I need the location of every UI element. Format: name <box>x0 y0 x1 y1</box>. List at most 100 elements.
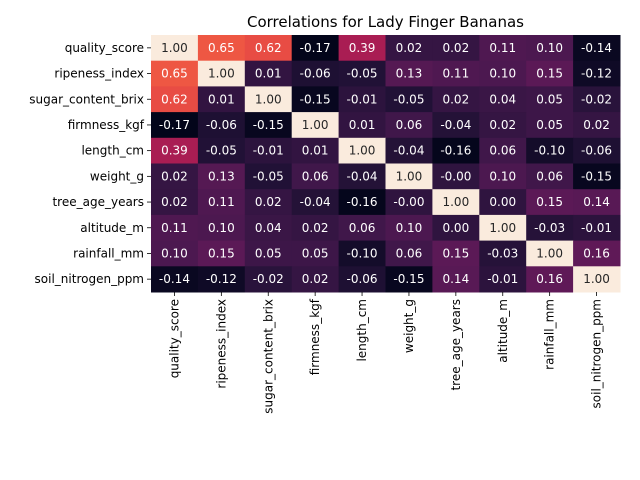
cell-value-label: 0.02 <box>161 169 188 183</box>
cell-value-label: 1.00 <box>396 169 423 183</box>
cell-value-label: 0.14 <box>442 272 469 286</box>
heatmap-cell <box>151 35 199 62</box>
cell-value-label: 0.05 <box>536 92 563 106</box>
cell-value-label: -0.02 <box>253 272 284 286</box>
heatmap-cell <box>432 137 480 164</box>
cell-value-label: -0.14 <box>159 272 190 286</box>
heatmap-cell <box>151 86 199 113</box>
heatmap-cell <box>573 60 621 87</box>
cell-value-label: 0.01 <box>255 67 282 81</box>
heatmap-cell <box>526 266 574 293</box>
heatmap-cell <box>244 214 293 242</box>
heatmap-cell <box>197 112 246 139</box>
cell-value-label: 0.11 <box>442 67 469 81</box>
cell-value-label: -0.10 <box>347 246 378 260</box>
cell-value-label: -0.15 <box>253 118 284 132</box>
heatmap-cell <box>385 112 433 139</box>
heatmap-cell <box>197 189 246 216</box>
cell-value-label: 0.06 <box>396 246 423 260</box>
y-tick-label: quality_score <box>65 41 144 55</box>
cell-value-label: -0.16 <box>347 195 378 209</box>
cell-value-label: -0.00 <box>393 195 424 209</box>
heatmap-cell <box>479 240 527 267</box>
heatmap-cell <box>244 240 293 267</box>
cell-value-label: 0.04 <box>255 221 282 235</box>
x-tick-label: quality_score <box>167 299 181 378</box>
cell-value-label: -0.16 <box>440 144 471 158</box>
heatmap-cell <box>526 86 574 113</box>
heatmap-cell <box>291 240 340 267</box>
heatmap-cell <box>479 214 527 242</box>
x-tick-label: tree_age_years <box>449 299 463 391</box>
heatmap-cell <box>432 60 480 87</box>
heatmap-cell <box>197 266 246 293</box>
heatmap-cell <box>526 60 574 87</box>
heatmap-cell <box>151 266 199 293</box>
heatmap-cell <box>432 86 480 113</box>
cell-value-label: -0.04 <box>393 144 424 158</box>
cell-value-label: 0.10 <box>161 246 188 260</box>
heatmap-cell <box>197 86 246 113</box>
y-tick-label: weight_g <box>90 169 144 183</box>
heatmap-cell <box>244 189 293 216</box>
heatmap-cell <box>151 240 199 267</box>
y-tick-label: rainfall_mm <box>73 246 144 260</box>
x-tick-label: firmness_kgf <box>308 298 322 375</box>
cell-value-label: 0.01 <box>302 144 329 158</box>
heatmap-cell <box>197 163 246 190</box>
cell-value-label: 0.14 <box>583 195 610 209</box>
heatmap-cell <box>526 137 574 164</box>
cell-value-label: 0.00 <box>489 195 516 209</box>
y-tick-label: firmness_kgf <box>68 118 145 132</box>
cell-value-label: -0.05 <box>253 169 284 183</box>
heatmap-cell <box>385 214 433 242</box>
heatmap-cell <box>151 60 199 87</box>
cell-value-label: 0.65 <box>161 67 188 81</box>
cell-value-label: 0.04 <box>489 92 516 106</box>
heatmap-cell <box>385 163 433 190</box>
heatmap-cell <box>197 240 246 267</box>
heatmap-cell <box>526 163 574 190</box>
heatmap-cell <box>573 112 621 139</box>
cell-value-label: 0.16 <box>536 272 563 286</box>
cell-value-label: 0.15 <box>536 195 563 209</box>
cell-value-label: 0.13 <box>396 67 423 81</box>
y-tick-label: altitude_m <box>80 221 144 235</box>
x-tick-label: ripeness_index <box>214 299 228 389</box>
cell-value-label: 0.15 <box>442 246 469 260</box>
x-tick-label: soil_nitrogen_ppm <box>590 299 604 408</box>
cell-value-label: 0.05 <box>536 118 563 132</box>
cell-value-label: -0.06 <box>206 118 237 132</box>
cell-value-label: 0.62 <box>161 92 188 106</box>
heatmap-cell <box>151 112 199 139</box>
heatmap-cell <box>244 266 293 293</box>
heatmap-cell <box>573 266 621 293</box>
x-tick-label: length_cm <box>355 299 369 362</box>
cell-value-label: 0.06 <box>536 169 563 183</box>
heatmap-cell <box>385 86 433 113</box>
heatmap-cell <box>432 266 480 293</box>
heatmap-cell <box>526 112 574 139</box>
cell-value-label: 0.06 <box>489 144 516 158</box>
heatmap-cell <box>151 189 199 216</box>
heatmap-cell <box>479 266 527 293</box>
cell-value-label: 0.02 <box>255 195 282 209</box>
chart-title: Correlations for Lady Finger Bananas <box>247 13 524 31</box>
heatmap-cell <box>291 137 340 164</box>
heatmap-cell <box>432 112 480 139</box>
heatmap-cell <box>385 35 433 62</box>
cell-value-label: 0.02 <box>489 118 516 132</box>
cell-value-label: 0.62 <box>255 41 282 55</box>
heatmap-cell <box>151 137 199 164</box>
cell-value-label: 0.13 <box>208 169 235 183</box>
heatmap-cell <box>291 86 340 113</box>
heatmap-cell <box>244 137 293 164</box>
cell-value-label: -0.06 <box>300 67 331 81</box>
heatmap-cell <box>573 86 621 113</box>
cell-value-label: 0.06 <box>396 118 423 132</box>
heatmap-cell <box>338 189 386 216</box>
cell-value-label: -0.14 <box>581 41 612 55</box>
heatmap-cell <box>432 240 480 267</box>
heatmap-cell <box>479 35 527 62</box>
cell-value-label: 0.10 <box>208 221 235 235</box>
